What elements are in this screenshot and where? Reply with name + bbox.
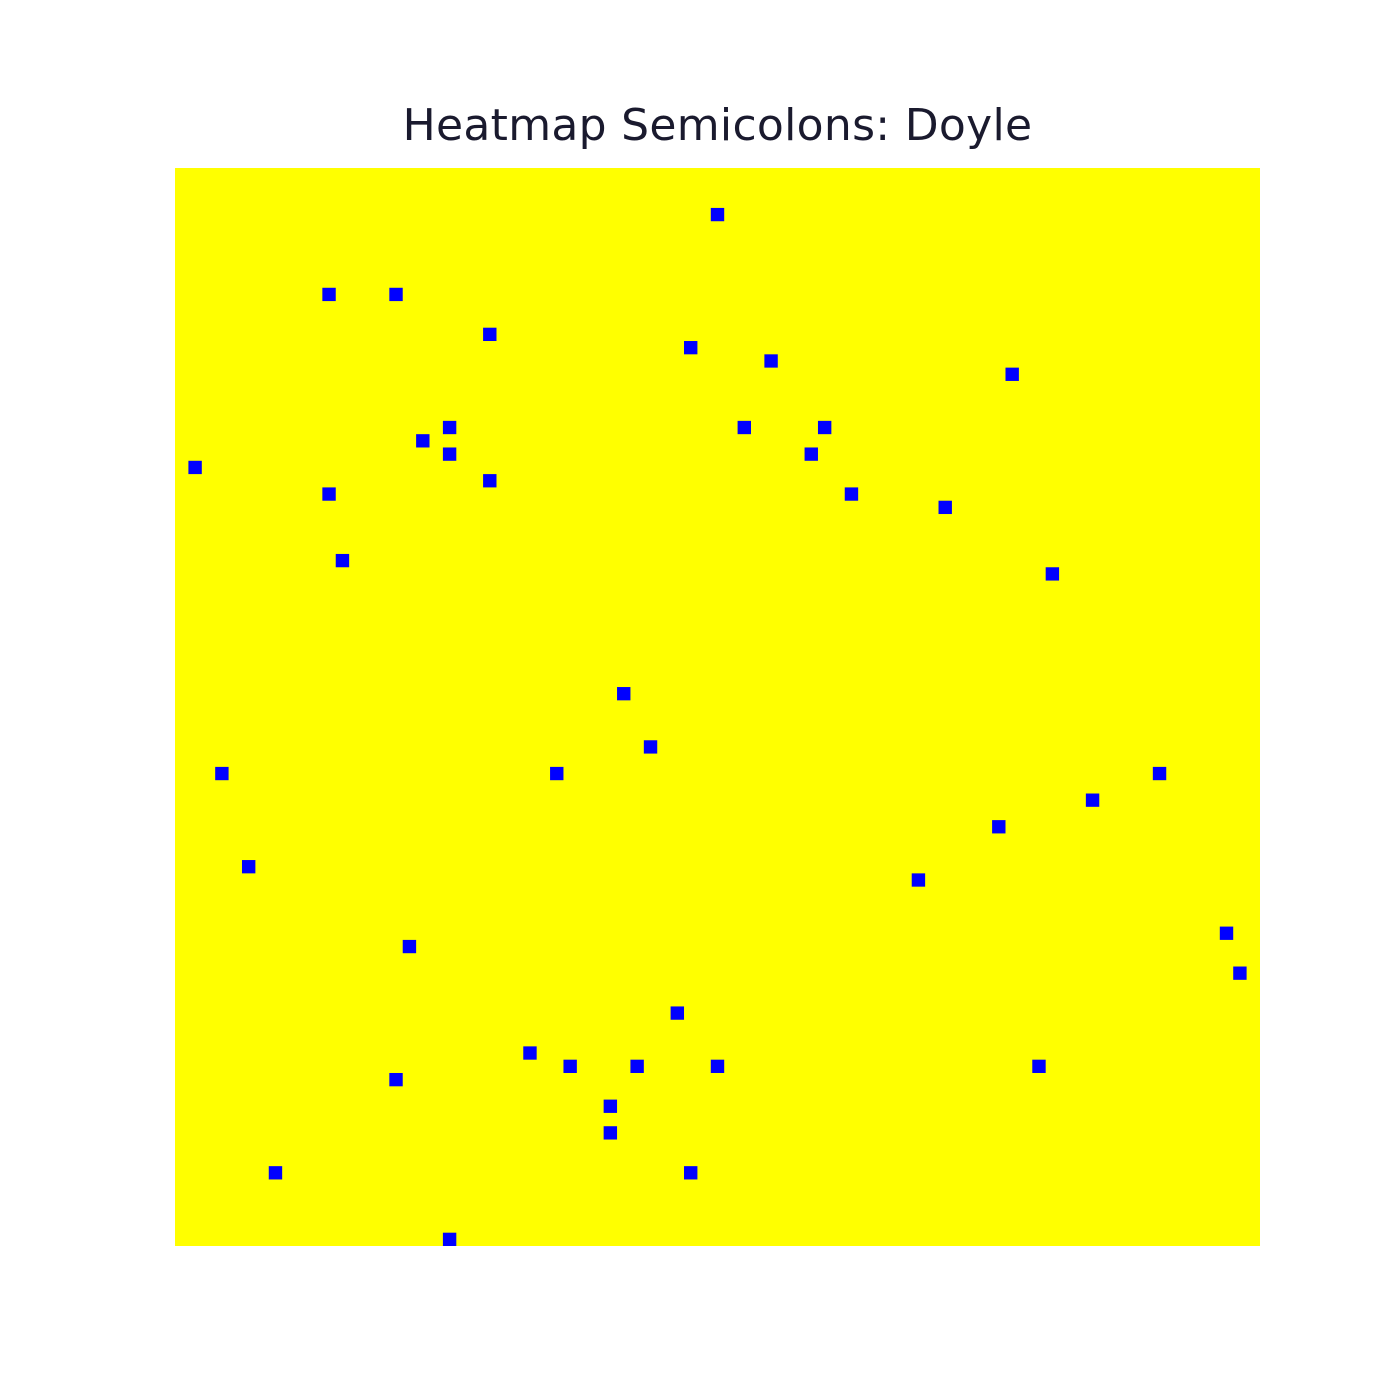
heatmap-cell (992, 820, 1006, 834)
chart-title: Heatmap Semicolons: Doyle (402, 100, 1033, 151)
heatmap-cell (603, 1126, 618, 1140)
heatmap-cell (563, 1059, 577, 1073)
heatmap-cell (1233, 966, 1247, 980)
heatmap-cell (938, 500, 952, 515)
heatmap-cell (684, 1166, 698, 1180)
heatmap-cell (1152, 766, 1167, 781)
heatmap-cell (1045, 567, 1060, 581)
heatmap-cell (710, 1059, 725, 1073)
heatmap-cell (1085, 793, 1100, 807)
heatmap-cell (603, 1099, 618, 1113)
heatmap-cell (402, 939, 417, 954)
heatmap-cell (617, 687, 631, 701)
heatmap-cell (643, 740, 658, 754)
heatmap-cell (322, 287, 336, 302)
heatmap-cell (737, 420, 751, 435)
heatmap-cell (241, 860, 256, 874)
heatmap-cell (804, 447, 818, 461)
heatmap-cell (268, 1166, 283, 1180)
heatmap-cell (389, 1072, 403, 1087)
heatmap-cell (1032, 1059, 1046, 1073)
heatmap-cell (817, 420, 832, 435)
heatmap-cell (483, 474, 497, 488)
heatmap-cell (550, 766, 564, 781)
heatmap-cell (335, 553, 350, 568)
heatmap-cell (523, 1046, 537, 1060)
heatmap-cell (322, 487, 336, 501)
heatmap-cell (911, 873, 926, 887)
heatmap-cell (442, 420, 457, 435)
heatmap-cell (1219, 926, 1234, 940)
heatmap-background (175, 168, 1260, 1246)
heatmap-cell (442, 1232, 457, 1246)
heatmap-cell (670, 1006, 685, 1020)
heatmap-cell (483, 327, 497, 342)
heatmap-cells (188, 207, 1247, 1246)
heatmap-cell (215, 766, 229, 781)
heatmap-cell (188, 460, 202, 475)
heatmap-cell (684, 341, 698, 355)
heatmap-cell (710, 207, 725, 222)
heatmap-cell (764, 354, 778, 368)
heatmap-cell (1005, 367, 1019, 381)
heatmap-cell (630, 1059, 644, 1073)
heatmap-cell (389, 287, 403, 302)
heatmap-cell (416, 434, 430, 448)
heatmap-cell (844, 487, 859, 501)
heatmap-cell (442, 447, 457, 461)
